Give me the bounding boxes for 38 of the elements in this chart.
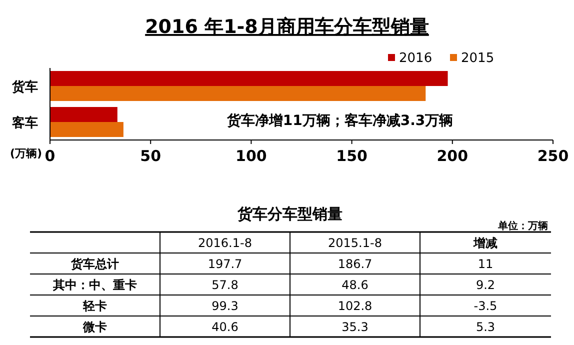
- legend-label: 2016: [399, 51, 432, 66]
- annotation: 货车净增11万辆；客车净减3.3万辆: [226, 112, 454, 129]
- data-label: 48.6: [342, 278, 368, 292]
- x-axis-title: (万辆): [10, 147, 42, 160]
- data-label: 40.6: [212, 320, 238, 334]
- data-label: 102.8: [338, 299, 372, 313]
- data-label: 9.2: [476, 278, 496, 292]
- data-label: 5.3: [476, 320, 496, 334]
- x-tick-label: 100: [236, 147, 267, 165]
- bar: [50, 86, 426, 101]
- data-label: 186.7: [338, 257, 372, 271]
- y-tick-label: 轻卡: [82, 299, 107, 313]
- data-label: -3.5: [474, 299, 498, 313]
- x-tick-label: 2016.1-8: [198, 236, 252, 250]
- y-tick-label: 货车总计: [70, 257, 119, 271]
- y-tick-label: 其中：中、重卡: [52, 278, 137, 292]
- chart-title: 2016 年1-8月商用车分车型销量: [145, 16, 429, 38]
- x-tick-label: 2015.1-8: [328, 236, 382, 250]
- bar: [50, 122, 124, 137]
- bar: [50, 71, 448, 86]
- x-tick-label: 0: [44, 147, 56, 165]
- data-label: 57.8: [212, 278, 238, 292]
- y-tick-label: 微卡: [82, 320, 107, 334]
- x-tick-label: 150: [336, 147, 368, 165]
- data-label: 197.7: [208, 257, 242, 271]
- data-label: 99.3: [212, 299, 238, 313]
- y-tick-label: 客车: [11, 115, 38, 131]
- bar: [50, 107, 118, 122]
- x-tick-label: 50: [140, 147, 162, 165]
- x-tick-label: 增减: [472, 236, 498, 250]
- x-tick-label: 250: [537, 147, 569, 165]
- chart-title: 货车分车型销量: [236, 205, 342, 223]
- data-label: 11: [478, 257, 494, 271]
- annotation: 单位：万辆: [497, 220, 548, 232]
- legend-label: 2015: [461, 51, 494, 66]
- y-tick-label: 货车: [11, 79, 38, 95]
- data-label: 35.3: [342, 320, 368, 334]
- x-tick-label: 200: [436, 147, 468, 165]
